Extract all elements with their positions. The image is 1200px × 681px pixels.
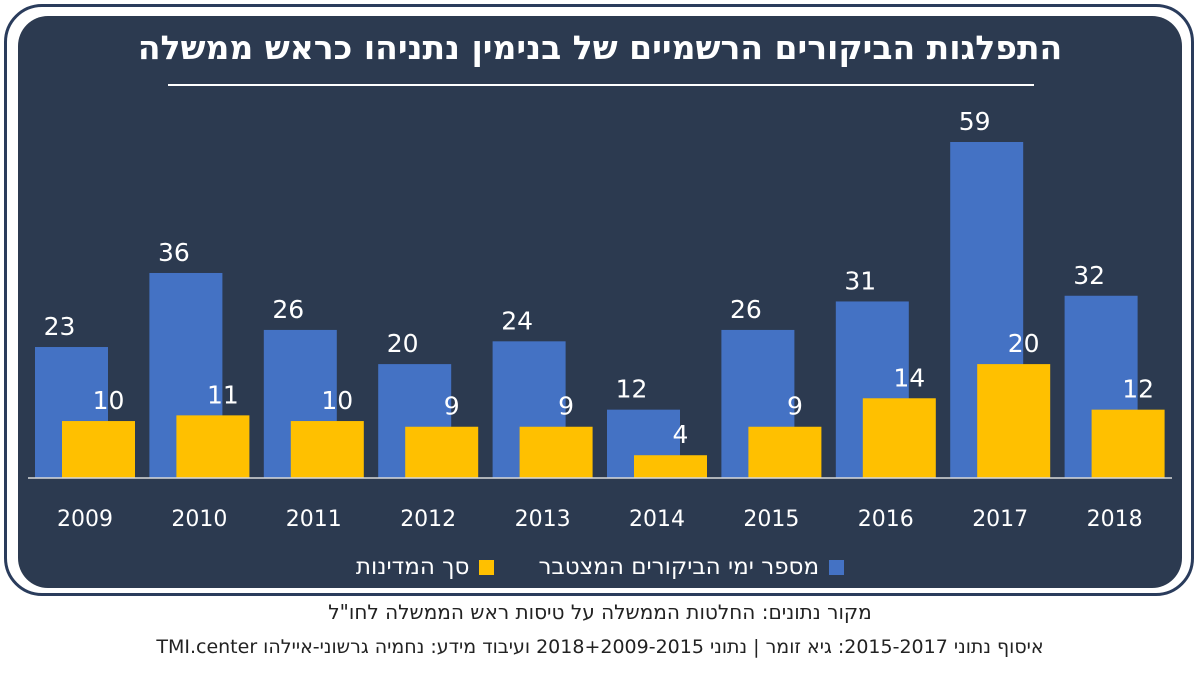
label-countries-2013: 9 [558,392,574,421]
bar-chart: 2310200936112010261020112092012249201312… [28,107,1172,532]
label-countries-2015: 9 [787,392,803,421]
label-days-2016: 31 [844,266,876,295]
label-days-2018: 32 [1073,261,1105,290]
label-days-2011: 26 [272,295,304,324]
bar-countries-2015 [748,426,822,478]
x-tick-2012: 2012 [400,507,456,532]
x-tick-2010: 2010 [171,507,227,532]
legend-item-days: מספר ימי הביקורים המצטבר [538,554,845,580]
chart-panel: התפלגות הביקורים הרשמיים של בנימין נתניה… [18,16,1182,588]
legend-swatch-countries [479,559,495,575]
label-days-2012: 20 [387,329,419,358]
label-countries-2018: 12 [1122,375,1154,404]
label-days-2013: 24 [501,306,533,335]
x-tick-2011: 2011 [286,507,342,532]
label-days-2017: 59 [959,107,991,136]
title-underline [168,84,1034,86]
label-days-2015: 26 [730,295,762,324]
legend-label-days: מספר ימי הביקורים המצטבר [538,554,820,580]
bar-countries-2013 [519,426,593,478]
bar-countries-2010 [176,415,250,478]
x-tick-2014: 2014 [629,507,685,532]
credit-note: איסוף נתוני 2015-2017: גיא זומר | נתוני … [156,636,1044,658]
x-tick-2013: 2013 [515,507,571,532]
legend-label-countries: סך המדינות [355,554,470,580]
bar-countries-2011 [290,421,364,478]
label-countries-2017: 20 [1008,329,1040,358]
bar-countries-2016 [862,398,936,478]
x-tick-2017: 2017 [972,507,1028,532]
chart-title: התפלגות הביקורים הרשמיים של בנימין נתניה… [137,28,1063,67]
bar-countries-2009 [62,421,135,478]
label-countries-2010: 11 [207,380,239,409]
x-tick-2018: 2018 [1087,507,1143,532]
legend-swatch-days [829,559,845,575]
source-note: מקור נתונים: החלטות הממשלה על טיסות ראש … [328,600,872,624]
label-countries-2011: 10 [321,386,353,415]
legend-item-countries: סך המדינות [356,554,495,580]
x-tick-2009: 2009 [57,507,113,532]
x-tick-2015: 2015 [743,507,799,532]
label-countries-2014: 4 [673,420,689,449]
x-tick-2016: 2016 [858,507,914,532]
bar-countries-2012 [405,426,479,478]
bar-countries-2014 [634,455,707,478]
bar-countries-2017 [977,364,1051,478]
label-countries-2009: 10 [93,386,125,415]
label-days-2009: 23 [44,312,76,341]
chart-legend: מספר ימי הביקורים המצטבר סך המדינות [18,550,1182,584]
label-countries-2012: 9 [444,392,460,421]
label-days-2010: 36 [158,238,190,267]
label-countries-2016: 14 [893,363,925,392]
bar-countries-2018 [1091,409,1165,478]
label-days-2014: 12 [616,375,648,404]
